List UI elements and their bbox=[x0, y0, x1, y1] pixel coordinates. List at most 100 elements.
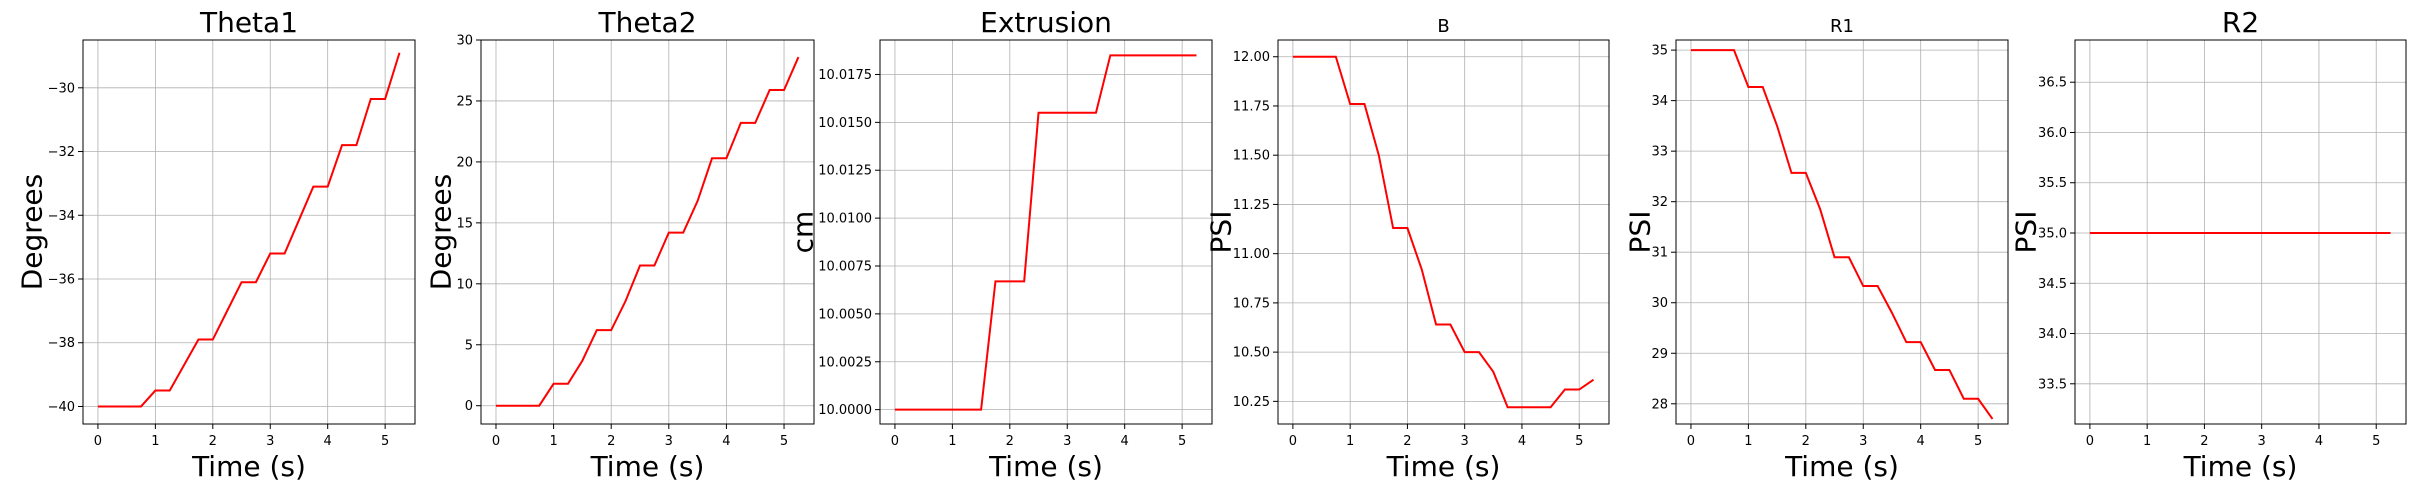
x-tick-label: 4 bbox=[324, 434, 332, 449]
axes-frame bbox=[1277, 39, 1610, 425]
subplot-2: 0 1 2 3 4 5 0 5 10 15 20 25 30 Theta2 Time (s) Degrees bbox=[425, 6, 815, 483]
x-tick-label: 1 bbox=[151, 434, 159, 449]
axes-frame bbox=[2074, 39, 2407, 425]
y-tick-label: 11.25 bbox=[1233, 198, 1270, 213]
x-axis-label: Time (s) bbox=[1784, 450, 1899, 483]
chart-title: B bbox=[1437, 16, 1449, 37]
x-tick-label: 2 bbox=[1802, 434, 1810, 449]
x-tick-label: 4 bbox=[722, 434, 730, 449]
y-axis-label: Degrees bbox=[425, 174, 458, 291]
series-line bbox=[1292, 55, 1595, 409]
y-tick-label: 10.0175 bbox=[818, 68, 872, 83]
x-tick-label: 4 bbox=[2315, 434, 2323, 449]
y-tick-label: 10.0100 bbox=[818, 212, 872, 227]
x-tick-label: 2 bbox=[209, 434, 217, 449]
y-tick-label: 11.75 bbox=[1233, 99, 1270, 114]
y-tick-label: 10 bbox=[456, 277, 473, 292]
y-tick-label: 12.00 bbox=[1233, 50, 1270, 65]
x-tick-label: 3 bbox=[2258, 434, 2266, 449]
y-tick-label: 0 bbox=[465, 399, 473, 414]
subplot-4: 0 1 2 3 4 5 10.25 10.50 10.75 11.00 11.25 11.50 11.7… bbox=[1205, 16, 1610, 483]
x-tick-label: 1 bbox=[1744, 434, 1752, 449]
y-tick-label: 11.00 bbox=[1233, 247, 1270, 262]
x-tick-label: 4 bbox=[1518, 434, 1526, 449]
x-axis-label: Time (s) bbox=[1386, 450, 1501, 483]
y-axis-label: PSI bbox=[1624, 211, 1657, 254]
series-line bbox=[97, 52, 401, 408]
y-tick-label: 31 bbox=[1651, 246, 1668, 261]
y-tick-label: 35 bbox=[1651, 44, 1668, 59]
y-tick-label: 10.0125 bbox=[818, 164, 872, 179]
x-tick-label: 4 bbox=[1121, 434, 1129, 449]
chart-title: Theta1 bbox=[199, 6, 298, 39]
y-axis-label: cm bbox=[787, 211, 820, 254]
series-line bbox=[894, 54, 1197, 411]
y-axis-label: PSI bbox=[2010, 211, 2043, 254]
y-tick-label: 25 bbox=[456, 94, 473, 109]
x-tick-label: 1 bbox=[1346, 434, 1354, 449]
axes-frame bbox=[1675, 39, 2009, 425]
y-tick-label: −38 bbox=[48, 336, 75, 351]
y-tick-label: 10.0000 bbox=[818, 403, 872, 418]
x-tick-label: 3 bbox=[1063, 434, 1071, 449]
x-tick-label: 1 bbox=[2143, 434, 2151, 449]
y-tick-label: −40 bbox=[48, 400, 75, 415]
axes-frame bbox=[82, 39, 416, 425]
y-tick-label: −32 bbox=[48, 145, 75, 160]
y-tick-label: 10.0150 bbox=[818, 116, 872, 131]
y-tick-label: 28 bbox=[1651, 397, 1668, 412]
x-tick-label: 0 bbox=[1687, 434, 1695, 449]
x-tick-label: 0 bbox=[1289, 434, 1297, 449]
x-tick-label: 2 bbox=[2200, 434, 2208, 449]
chart-title: Extrusion bbox=[980, 6, 1112, 39]
x-tick-label: 5 bbox=[381, 434, 389, 449]
y-tick-label: 5 bbox=[465, 338, 473, 353]
y-axis-label: PSI bbox=[1205, 211, 1238, 254]
y-tick-label: 10.0050 bbox=[818, 307, 872, 322]
x-tick-label: 5 bbox=[1178, 434, 1186, 449]
chart-title: R1 bbox=[1830, 16, 1854, 37]
axes-frame bbox=[879, 39, 1213, 425]
y-tick-label: 34 bbox=[1651, 94, 1668, 109]
chart-title: R2 bbox=[2222, 6, 2259, 39]
x-tick-label: 0 bbox=[94, 434, 102, 449]
y-tick-label: 35.0 bbox=[2038, 227, 2067, 242]
x-tick-label: 3 bbox=[1859, 434, 1867, 449]
y-tick-label: 35.5 bbox=[2038, 176, 2067, 191]
x-tick-label: 3 bbox=[665, 434, 673, 449]
x-axis-label: Time (s) bbox=[2183, 450, 2298, 483]
y-tick-label: 34.5 bbox=[2038, 277, 2067, 292]
y-tick-label: 33 bbox=[1651, 145, 1668, 160]
y-tick-label: 34.0 bbox=[2038, 327, 2067, 342]
y-tick-label: 10.25 bbox=[1233, 395, 1270, 410]
x-tick-label: 2 bbox=[607, 434, 615, 449]
x-tick-label: 5 bbox=[780, 434, 788, 449]
x-axis-label: Time (s) bbox=[988, 450, 1103, 483]
x-tick-label: 5 bbox=[2372, 434, 2380, 449]
y-tick-label: 29 bbox=[1651, 347, 1668, 362]
y-tick-label: 20 bbox=[456, 155, 473, 170]
x-axis-label: Time (s) bbox=[590, 450, 705, 483]
y-tick-label: 36.5 bbox=[2038, 76, 2067, 91]
x-tick-label: 2 bbox=[1006, 434, 1014, 449]
x-axis-label: Time (s) bbox=[191, 450, 306, 483]
subplot-3: 0 1 2 3 4 5 10.0000 10.0025 10.0050 10.0075 10.010… bbox=[787, 6, 1213, 483]
y-tick-label: −36 bbox=[48, 273, 75, 288]
y-tick-label: 30 bbox=[456, 34, 473, 49]
x-tick-label: 3 bbox=[266, 434, 274, 449]
x-tick-label: 1 bbox=[948, 434, 956, 449]
y-tick-label: 30 bbox=[1651, 296, 1668, 311]
x-tick-label: 5 bbox=[1575, 434, 1583, 449]
y-tick-label: 11.50 bbox=[1233, 149, 1270, 164]
x-tick-label: 2 bbox=[1403, 434, 1411, 449]
x-tick-label: 0 bbox=[2086, 434, 2094, 449]
chart-title: Theta2 bbox=[597, 6, 696, 39]
subplot-6: 0 1 2 3 4 5 33.5 34.0 34.5 35.0 35.5 36.0 36.5 R2 Time… bbox=[2010, 6, 2407, 483]
y-tick-label: 36.0 bbox=[2038, 126, 2067, 141]
x-tick-label: 3 bbox=[1461, 434, 1469, 449]
y-axis-label: Degrees bbox=[16, 174, 49, 291]
x-tick-label: 0 bbox=[492, 434, 500, 449]
subplot-1: 0 1 2 3 4 5 −40 −38 −36 −34 −32 −30 Theta1 Time (s) De… bbox=[16, 6, 416, 483]
y-tick-label: −30 bbox=[48, 81, 75, 96]
